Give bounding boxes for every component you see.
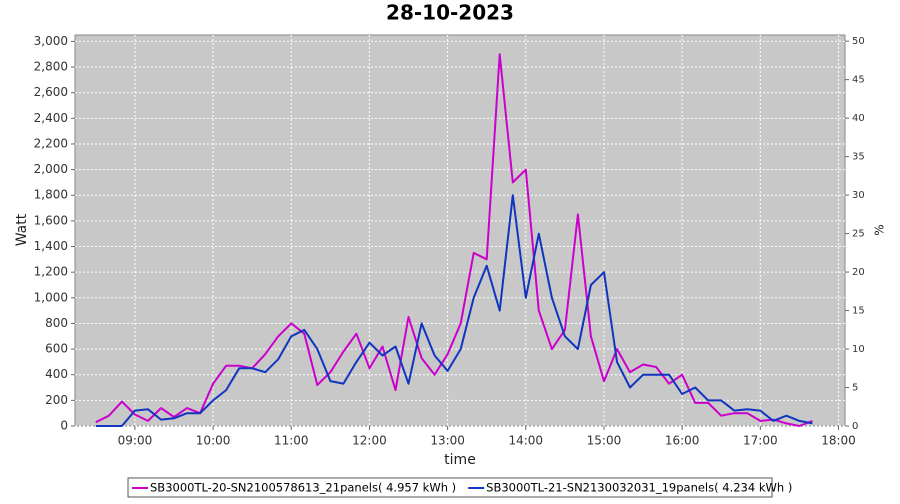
- x-tick-label: 10:00: [196, 434, 231, 448]
- y-tick-label: 0: [60, 419, 68, 433]
- y-tick-label: 1,200: [34, 265, 68, 279]
- legend-label: SB3000TL-20-SN2100578613_21panels( 4.957…: [150, 481, 456, 495]
- y2-tick-label: 15: [852, 306, 865, 317]
- y-tick-label: 1,600: [34, 213, 68, 227]
- y-axis-label: Watt: [14, 213, 30, 246]
- y-tick-label: 200: [45, 393, 68, 407]
- y2-axis-label: %: [873, 224, 887, 235]
- y2-tick-label: 40: [852, 113, 865, 124]
- x-tick-label: 11:00: [274, 434, 309, 448]
- y2-tick-label: 20: [852, 267, 865, 278]
- series-line: [95, 194, 813, 427]
- y-tick-label: 1,800: [34, 188, 68, 202]
- series-line: [95, 53, 813, 427]
- x-tick-label: 09:00: [118, 434, 153, 448]
- y-tick-label: 400: [45, 367, 68, 381]
- x-tick-label: 16:00: [665, 434, 700, 448]
- y2-tick-label: 5: [852, 383, 858, 394]
- x-tick-label: 17:00: [743, 434, 778, 448]
- y2-tick-label: 30: [852, 190, 865, 201]
- y-tick-label: 2,800: [34, 60, 68, 74]
- x-tick-label: 12:00: [352, 434, 387, 448]
- y-tick-label: 1,400: [34, 239, 68, 253]
- chart-title: 28-10-2023: [386, 1, 514, 25]
- x-tick-label: 14:00: [508, 434, 543, 448]
- y-tick-label: 3,000: [34, 34, 68, 48]
- y2-tick-label: 50: [852, 36, 865, 47]
- y-tick-label: 1,000: [34, 290, 68, 304]
- x-tick-label: 18:00: [821, 434, 856, 448]
- y2-tick-label: 35: [852, 152, 865, 163]
- plot-area: [74, 34, 846, 427]
- y2-tick-label: 0: [852, 421, 858, 432]
- y2-tick-label: 10: [852, 344, 865, 355]
- x-tick-label: 13:00: [430, 434, 465, 448]
- legend-label: SB3000TL-21-SN2130032031_19panels( 4.234…: [486, 481, 792, 495]
- y2-tick-label: 25: [852, 229, 865, 240]
- y-tick-label: 800: [45, 316, 68, 330]
- y2-tick-label: 45: [852, 75, 865, 86]
- y-tick-label: 2,000: [34, 162, 68, 176]
- y-tick-label: 2,600: [34, 85, 68, 99]
- x-tick-label: 15:00: [587, 434, 622, 448]
- y-tick-label: 2,400: [34, 111, 68, 125]
- legend: [127, 477, 773, 498]
- x-axis-label: time: [444, 452, 476, 468]
- y-tick-label: 2,200: [34, 136, 68, 150]
- y-tick-label: 600: [45, 342, 68, 356]
